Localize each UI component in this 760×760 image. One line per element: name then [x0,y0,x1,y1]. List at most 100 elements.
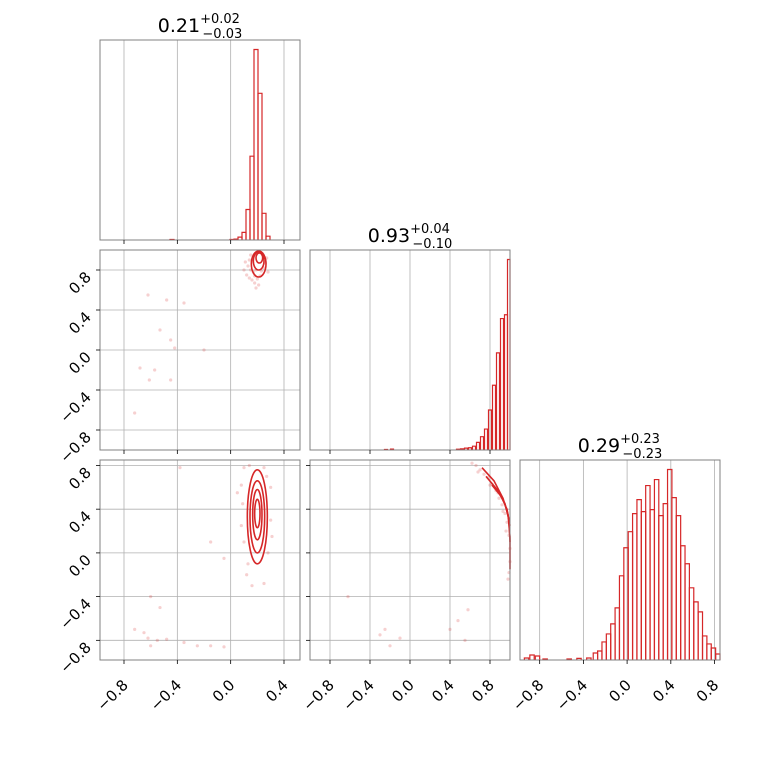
x-tick-label: 0.0 [209,676,239,706]
histogram-bin [475,441,481,450]
histogram-bars [169,48,271,241]
histogram-bin [471,445,477,450]
scatter-point [242,466,246,470]
scatter-point [242,268,246,272]
histogram-bin [491,384,497,450]
histogram-bin [576,657,582,660]
scatter-point [250,278,254,282]
x-tick-label: 0.4 [649,676,679,706]
scatter-point [257,283,261,287]
scatter-point [270,534,274,539]
title-plus: +0.04 [410,222,450,237]
scatter-point [149,644,153,648]
histogram-bin [662,503,669,660]
scatter-point [241,502,245,506]
scatter-point [133,627,137,631]
histogram-bin [534,655,541,660]
scatter-point [146,293,150,297]
scatter-point [388,644,392,648]
x-ticks: −0.8 −0.4 0.0 0.4 0.8 [509,660,722,715]
scatter-point [466,608,470,612]
y-ticks [306,465,310,641]
scatter-point [255,277,259,281]
scatter-point [165,298,169,302]
contour-line [252,251,265,271]
histogram-bin [680,545,686,660]
scatter-point [247,258,251,262]
scatter-point [456,619,460,623]
histogram-bin [710,647,717,660]
scatter-point [169,378,173,382]
histogram-bin [542,658,548,660]
contour-lines [250,250,267,278]
histogram-bin [592,652,599,660]
scatter-point [250,584,254,588]
scatter-point [500,503,504,507]
histogram-bin [459,448,465,450]
scatter-points [346,461,512,648]
histogram-bin [666,468,673,660]
histogram-bin [596,650,603,660]
scatter-point [383,627,387,631]
histogram-bin [631,513,638,660]
scatter-points [133,463,274,649]
scatter-point [182,301,186,305]
histogram-bin [649,509,656,660]
histogram-bin [601,641,607,660]
x-ticks: −0.8 −0.4 0.0 0.4 0.8 [299,660,498,715]
histogram-bin [265,235,271,240]
scatter-point [476,470,480,474]
title-minus: −0.03 [202,27,242,42]
histogram-bin [653,478,660,660]
scatter-point [266,270,270,274]
x-tick-label: −0.8 [93,676,131,714]
x-tick-label: −0.4 [147,676,185,714]
scatter-point [262,466,266,470]
x-tick-label: 0.8 [468,676,498,706]
x-tick-label: −0.8 [299,676,337,714]
scatter-point [243,260,247,264]
scatter-point [182,640,186,645]
scatter-point [503,511,507,516]
scatter-point [202,348,206,352]
scatter-point [209,644,213,648]
panel-title: 0.93+0.04 −0.10 [368,222,453,252]
histogram-bin [658,515,664,660]
title-value: 0.29 [578,435,620,457]
histogram-bars [383,258,511,451]
scatter-point [222,556,226,560]
title-value: 0.21 [158,15,200,37]
panel-hist-1: 0.93+0.04 −0.10 [309,222,511,454]
histogram-bin [499,317,505,450]
scatter-point [478,468,482,472]
scatter-point [470,461,474,465]
scatter-point [254,286,258,290]
grid [100,250,300,450]
scatter-point [265,474,269,478]
histogram-bin [684,563,690,660]
scatter-point [133,411,137,415]
y-tick-label: −0.8 [56,428,94,466]
scatter-point [239,483,243,487]
histogram-bin [636,498,642,660]
panel-scatter-1-0: −0.8−0.4 0.0 0.4 0.8 [56,249,301,467]
scatter-point [378,633,382,637]
histogram-bin [586,657,592,660]
histogram-bin [523,657,530,660]
scatter-point [245,273,249,277]
scatter-point [269,518,273,522]
contour-line [246,469,269,565]
y-tick-label: 0.0 [65,348,95,378]
scatter-point [158,605,162,610]
y-tick-label: −0.4 [56,595,94,633]
x-tick-label: 0.0 [605,676,635,706]
scatter-point [155,638,159,642]
histogram-bin [688,587,695,660]
scatter-point [501,509,505,513]
contour-line [481,467,511,570]
y-ticks: −0.8 −0.4 0.0 0.4 0.8 [56,464,100,677]
scatter-point [146,636,150,640]
scatter-point [165,637,169,641]
histogram-bin [715,653,721,660]
